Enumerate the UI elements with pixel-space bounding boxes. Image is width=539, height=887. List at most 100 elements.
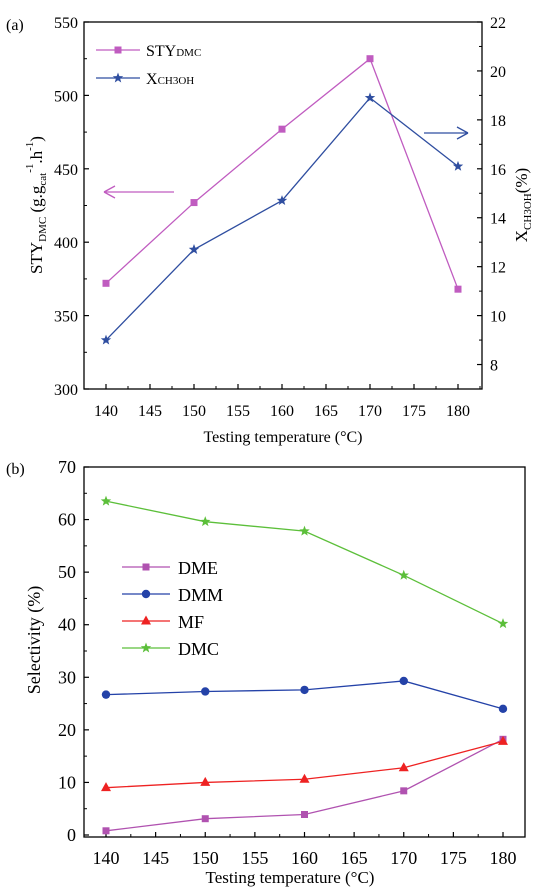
y-tick-label: 50 [58, 562, 76, 582]
y-tick-label: 40 [58, 615, 76, 635]
data-point-dmc-160 [299, 525, 310, 536]
data-point-dmm-180 [498, 704, 508, 714]
data-point-mf-170 [398, 762, 409, 772]
panel-a-legend: STYDMC XCH3OH [96, 43, 201, 88]
legend-marker-dme [142, 563, 150, 571]
data-point-mf-160 [299, 773, 310, 783]
y-right-tick-label: 12 [490, 260, 506, 277]
y-right-tick-label: 8 [490, 358, 498, 375]
legend-label-xch3oh: XCH3OH [146, 71, 194, 88]
data-point-stydmc-160 [278, 125, 286, 133]
y-tick-label: 0 [67, 825, 76, 845]
y-right-tick-label: 10 [490, 309, 506, 326]
x-tick-label: 140 [93, 848, 120, 868]
data-point-dmm-150 [201, 687, 210, 696]
y-right-tick-label: 16 [490, 162, 506, 179]
panel-b-series [100, 495, 509, 835]
data-point-stydmc-170 [366, 55, 374, 63]
legend-item-dmm: DMM [122, 585, 223, 605]
data-point-dme-160 [301, 810, 308, 818]
panel-b-x-axis: 140 145 150 155 160 165 170 175 180 [93, 832, 517, 868]
x-tick-label: 180 [446, 403, 470, 420]
y-left-tick-label: 500 [54, 88, 78, 105]
legend-label-mf: MF [178, 612, 204, 632]
x-tick-label: 150 [182, 403, 206, 420]
legend-marker-dmm [141, 589, 151, 599]
legend-item-mf: MF [122, 612, 204, 632]
x-tick-label: 160 [291, 848, 318, 868]
series-dmc [100, 495, 509, 629]
x-tick-label: 175 [440, 848, 467, 868]
series-line-stydmc [105, 57, 459, 290]
legend-label-dmc: DMC [178, 639, 219, 659]
x-tick-label: 170 [390, 848, 417, 868]
y-left-tick-label: 350 [54, 309, 78, 326]
panel-b-label: (b) [6, 461, 25, 478]
legend-item-dme: DME [122, 558, 218, 578]
arrow-left-sty [103, 185, 174, 199]
panel-a-x-axis: 140 145 150 155 160 165 170 175 180 [94, 384, 481, 420]
x-tick-label: 175 [402, 403, 426, 420]
x-tick-label: 170 [358, 403, 382, 420]
y-left-tick-label: 550 [54, 15, 78, 32]
data-point-dmc-180 [497, 618, 509, 629]
data-point-stydmc-140 [102, 279, 110, 287]
x-tick-label: 165 [341, 848, 368, 868]
x-tick-label: 165 [314, 403, 338, 420]
y-tick-label: 20 [58, 720, 76, 740]
data-point-dme-170 [400, 787, 408, 795]
data-point-dme-150 [201, 815, 209, 823]
y-tick-label: 10 [58, 772, 76, 792]
data-point-mf-180 [498, 735, 508, 745]
series-stydmc [102, 55, 462, 293]
panel-a-y-axis-left: 300 350 400 450 500 550 [54, 15, 89, 399]
panel-a-y-axis-left-title: STYDMC (g.gcat-1.h-1) [24, 136, 49, 274]
y-left-tick-label: 450 [54, 162, 78, 179]
panel-a-frame [83, 21, 483, 390]
legend-item-sty: STYDMC [96, 43, 201, 60]
x-tick-label: 140 [94, 403, 118, 420]
y-tick-label: 70 [58, 457, 76, 477]
series-dmm [101, 676, 508, 714]
panel-a: (a) 140 145 150 155 160 165 170 175 180 300 350 40… [6, 15, 534, 446]
x-tick-label: 160 [270, 403, 294, 420]
arrow-right-xch3oh [424, 126, 469, 140]
panel-a-x-axis-title: Testing temperature (°C) [204, 429, 363, 446]
legend-marker-xch3oh [112, 72, 124, 83]
panel-b-y-axis: 0 10 20 30 40 50 60 70 [58, 457, 89, 845]
series-mf [101, 735, 508, 792]
x-tick-label: 145 [142, 848, 169, 868]
legend-marker-mf [141, 615, 151, 625]
data-point-stydmc-180 [454, 285, 462, 293]
series-line-dmm [105, 680, 504, 710]
data-point-dmm-170 [399, 676, 408, 686]
y-right-tick-label: 18 [490, 113, 506, 130]
data-point-xch3oh-170 [364, 92, 376, 103]
data-point-xch3oh-160 [276, 195, 288, 206]
panel-a-series [100, 55, 464, 345]
data-point-dmm-160 [300, 685, 309, 695]
data-point-xch3oh-140 [100, 334, 112, 345]
legend-marker-sty [114, 46, 122, 54]
legend-item-dmc: DMC [122, 639, 219, 659]
panel-b: (b) 140 145 150 155 160 165 170 175 180 0 10 20 30 4… [6, 457, 526, 887]
data-point-mf-140 [101, 782, 111, 792]
data-point-stydmc-150 [190, 199, 198, 207]
data-point-dmc-170 [398, 569, 409, 580]
panel-a-y-axis-right: 8 10 12 14 16 18 20 22 [477, 15, 506, 375]
series-xch3oh [100, 92, 464, 345]
data-point-dmc-140 [100, 495, 112, 506]
y-right-tick-label: 20 [490, 64, 506, 81]
panel-b-x-axis-title: Testing temperature (°C) [206, 868, 375, 887]
data-point-xch3oh-180 [452, 160, 464, 171]
y-right-tick-label: 22 [490, 15, 506, 32]
y-left-tick-label: 300 [54, 382, 78, 399]
series-line-xch3oh [105, 96, 459, 341]
y-tick-label: 30 [58, 667, 76, 687]
x-tick-label: 180 [490, 848, 517, 868]
y-tick-label: 60 [58, 510, 76, 530]
data-point-dmm-140 [101, 690, 111, 699]
legend-label-sty: STYDMC [146, 43, 201, 60]
y-left-tick-label: 400 [54, 235, 78, 252]
